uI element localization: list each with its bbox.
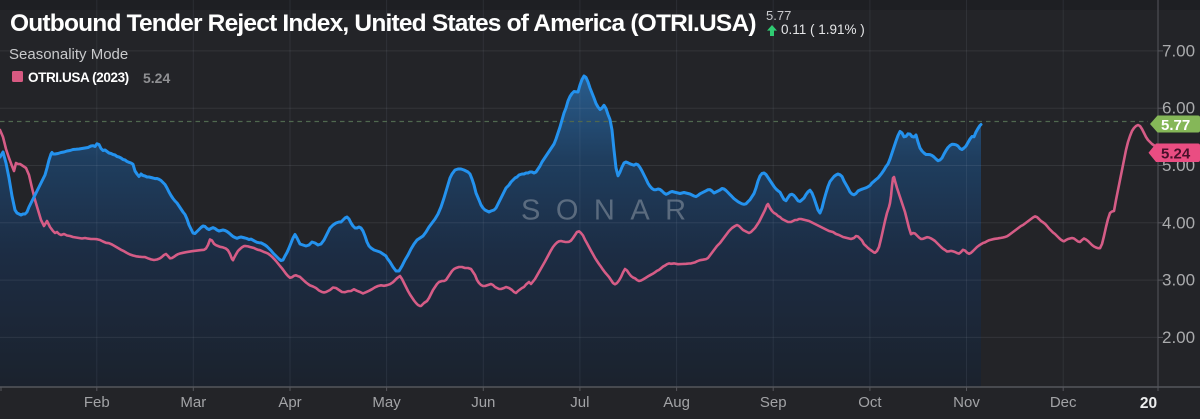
- svg-text:Jun: Jun: [471, 394, 495, 411]
- svg-text:Feb: Feb: [84, 394, 110, 411]
- svg-text:7.00: 7.00: [1162, 41, 1195, 60]
- svg-text:Oct: Oct: [858, 394, 882, 411]
- svg-text:Aug: Aug: [663, 394, 690, 411]
- svg-text:May: May: [372, 394, 401, 411]
- svg-text:Jul: Jul: [570, 394, 589, 411]
- svg-text:Apr: Apr: [278, 394, 301, 411]
- svg-text:5.77: 5.77: [1161, 117, 1190, 134]
- svg-text:4.00: 4.00: [1162, 213, 1195, 232]
- svg-text:Sep: Sep: [760, 394, 787, 411]
- svg-text:6.00: 6.00: [1162, 99, 1195, 118]
- svg-text:5.24: 5.24: [1161, 146, 1191, 163]
- svg-text:Mar: Mar: [180, 394, 206, 411]
- svg-text:2.00: 2.00: [1162, 328, 1195, 347]
- svg-text:Nov: Nov: [953, 394, 980, 411]
- svg-text:SONAR: SONAR: [521, 195, 702, 227]
- svg-text:20: 20: [1140, 395, 1157, 412]
- svg-text:Dec: Dec: [1050, 394, 1077, 411]
- svg-text:3.00: 3.00: [1162, 271, 1195, 290]
